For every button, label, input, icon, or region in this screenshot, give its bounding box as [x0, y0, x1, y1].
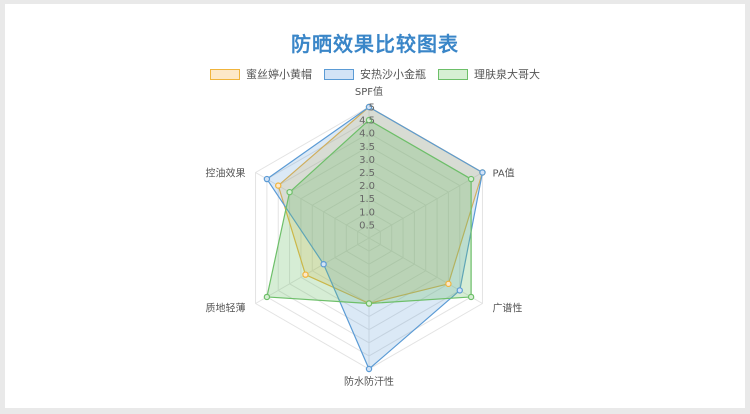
axis-label: 质地轻薄	[206, 302, 246, 315]
legend-label: 蜜丝婷小黄帽	[246, 68, 312, 81]
legend-item-series-0[interactable]: 蜜丝婷小黄帽	[210, 66, 312, 82]
legend-item-series-2[interactable]: 理肤泉大哥大	[438, 66, 540, 82]
tick-label: 3.5	[359, 142, 375, 153]
axis-label: 防水防汗性	[344, 375, 394, 388]
legend-item-series-1[interactable]: 安热沙小金瓶	[324, 66, 426, 82]
data-point	[302, 271, 309, 278]
data-point	[365, 103, 373, 111]
legend-swatch	[438, 68, 468, 80]
axis-label: 控油效果	[206, 167, 246, 180]
data-point	[456, 287, 463, 294]
tick-label: 3.0	[359, 155, 375, 166]
axis-spoke	[368, 172, 483, 239]
axis-spoke	[368, 237, 483, 304]
chart-canvas	[5, 4, 745, 408]
data-point	[365, 365, 373, 373]
data-point	[467, 175, 475, 183]
tick-label: 4.5	[359, 116, 375, 127]
tick-label: 1.5	[359, 194, 375, 205]
tick-label: 1.0	[359, 207, 375, 218]
data-point	[467, 293, 475, 301]
legend-swatch	[324, 68, 354, 80]
chart-legend: 蜜丝婷小黄帽 安热沙小金瓶 理肤泉大哥大	[0, 66, 750, 82]
data-point	[365, 116, 373, 124]
data-point	[445, 280, 452, 288]
tick-label: 4.0	[359, 129, 375, 140]
tick-label: 2.5	[359, 168, 375, 179]
data-point	[286, 188, 293, 196]
tick-label: 0.5	[359, 220, 375, 231]
axis-label: PA值	[492, 167, 514, 180]
data-point	[365, 300, 373, 307]
chart-title: 防晒效果比较图表	[291, 32, 459, 56]
data-point	[263, 175, 271, 183]
axis-label: 广谱性	[492, 302, 522, 315]
tick-label: 2.0	[359, 181, 375, 192]
legend-label: 安热沙小金瓶	[360, 68, 426, 81]
data-point	[320, 261, 327, 268]
axis-spoke	[255, 237, 370, 304]
data-point	[263, 293, 271, 301]
data-point	[275, 182, 282, 189]
data-point	[479, 169, 486, 176]
axis-label: SPF值	[355, 85, 383, 98]
axis-spoke	[255, 172, 370, 239]
tick-label: 5	[369, 103, 375, 114]
legend-label: 理肤泉大哥大	[474, 68, 540, 81]
legend-swatch	[210, 68, 240, 80]
